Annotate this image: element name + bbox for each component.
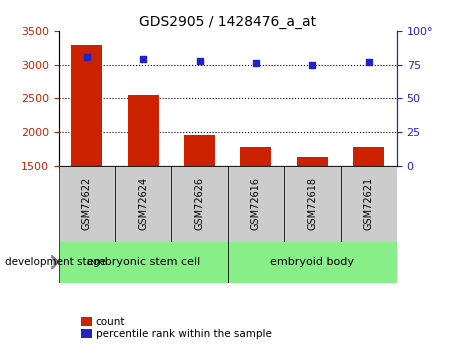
Bar	[59, 166, 115, 242]
Bar	[297, 157, 328, 166]
Point	[196, 59, 203, 64]
Title: GDS2905 / 1428476_a_at: GDS2905 / 1428476_a_at	[139, 14, 316, 29]
Point	[140, 56, 147, 61]
Text: embryoid body: embryoid body	[270, 257, 354, 267]
Text: GSM72616: GSM72616	[251, 177, 261, 230]
Bar	[228, 166, 284, 242]
Text: percentile rank within the sample: percentile rank within the sample	[96, 329, 272, 339]
Point	[253, 60, 260, 66]
Bar	[228, 241, 397, 283]
Bar	[115, 166, 171, 242]
Text: count: count	[96, 317, 125, 327]
Bar	[353, 147, 384, 166]
Bar	[128, 95, 159, 166]
Text: embryonic stem cell: embryonic stem cell	[87, 257, 200, 267]
Point	[365, 59, 373, 65]
Bar	[240, 147, 272, 166]
Text: GSM72624: GSM72624	[138, 177, 148, 230]
Bar	[341, 166, 397, 242]
Bar	[71, 45, 102, 166]
Bar	[59, 241, 228, 283]
Text: development stage: development stage	[5, 257, 106, 267]
Point	[83, 55, 90, 60]
Bar	[171, 166, 228, 242]
Bar	[184, 135, 215, 166]
Point	[308, 62, 316, 68]
Bar	[284, 166, 341, 242]
Text: GSM72626: GSM72626	[194, 177, 205, 230]
Text: GSM72618: GSM72618	[307, 177, 318, 230]
Text: GSM72621: GSM72621	[364, 177, 374, 230]
Text: GSM72622: GSM72622	[82, 177, 92, 230]
